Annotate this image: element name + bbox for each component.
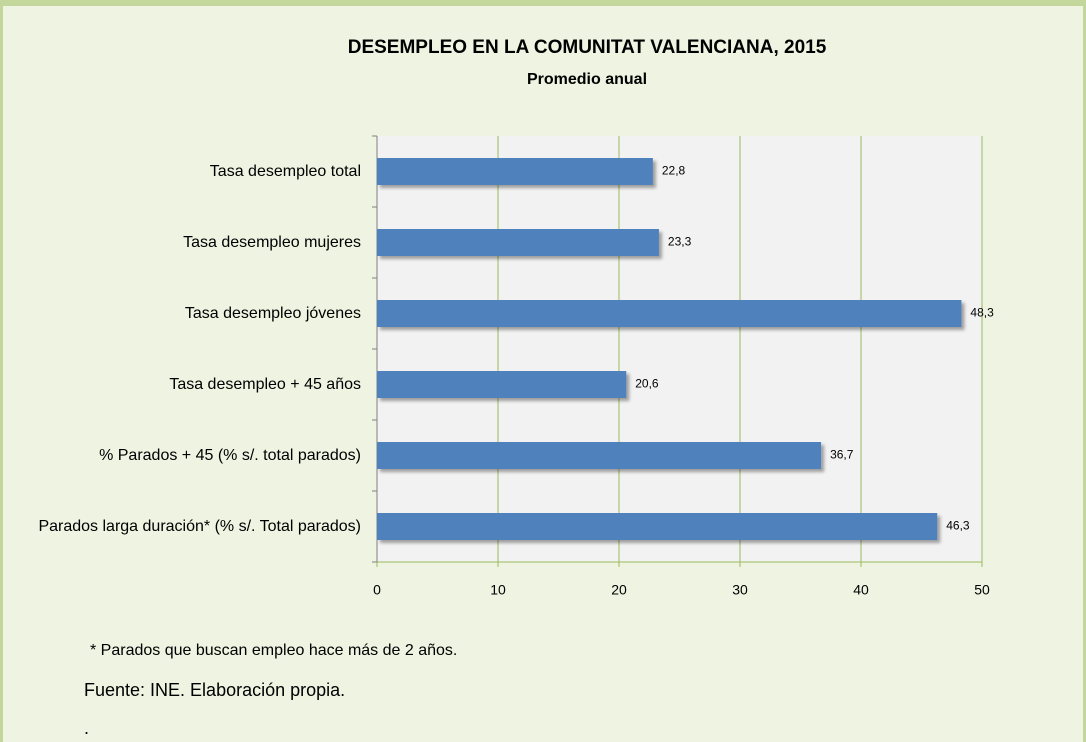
note: . (84, 718, 90, 738)
x-tick-label: 40 (853, 582, 869, 598)
bar (377, 158, 653, 185)
y-tick-label: Tasa desempleo jóvenes (184, 304, 361, 322)
note: * Parados que buscan empleo hace más de … (90, 642, 458, 659)
y-tick-label-box: Tasa desempleo jóvenes (21, 278, 361, 349)
y-tick-label-box: Tasa desempleo total (21, 136, 361, 207)
chart-subtitle: Promedio anual (527, 71, 647, 88)
value-label: 48,3 (970, 306, 994, 320)
y-tick-label-box: Tasa desempleo mujeres (21, 207, 361, 278)
bar (377, 442, 822, 469)
y-tick-label-box: Tasa desempleo + 45 años (21, 349, 361, 420)
bar (377, 300, 962, 327)
bar (377, 513, 938, 540)
y-tick-label: Tasa desempleo mujeres (183, 233, 361, 251)
y-tick-label-box: Parados larga duración* (% s/. Total par… (21, 491, 361, 562)
value-label: 46,3 (946, 519, 970, 533)
x-tick-label: 0 (373, 582, 381, 598)
y-tick-label: % Parados + 45 (% s/. total parados) (99, 446, 361, 464)
chart: DESEMPLEO EN LA COMUNITAT VALENCIANA, 20… (348, 37, 994, 598)
x-tick-label: 50 (974, 582, 990, 598)
bar (377, 229, 659, 256)
plot-area (377, 136, 982, 562)
y-tick-label: Parados larga duración* (% s/. Total par… (38, 517, 361, 535)
bar (377, 371, 627, 398)
y-tick-label: Tasa desempleo + 45 años (169, 375, 361, 393)
x-tick-label: 20 (611, 582, 627, 598)
y-tick-label-box: % Parados + 45 (% s/. total parados) (21, 420, 361, 491)
x-tick-label: 10 (490, 582, 506, 598)
chart-title: DESEMPLEO EN LA COMUNITAT VALENCIANA, 20… (348, 37, 827, 58)
y-tick-label: Tasa desempleo total (209, 162, 361, 180)
value-label: 22,8 (662, 164, 686, 178)
value-label: 20,6 (635, 377, 659, 391)
value-label: 23,3 (668, 235, 692, 249)
value-label: 36,7 (830, 448, 854, 462)
x-tick-label: 30 (732, 582, 748, 598)
note: Fuente: INE. Elaboración propia. (84, 680, 346, 700)
